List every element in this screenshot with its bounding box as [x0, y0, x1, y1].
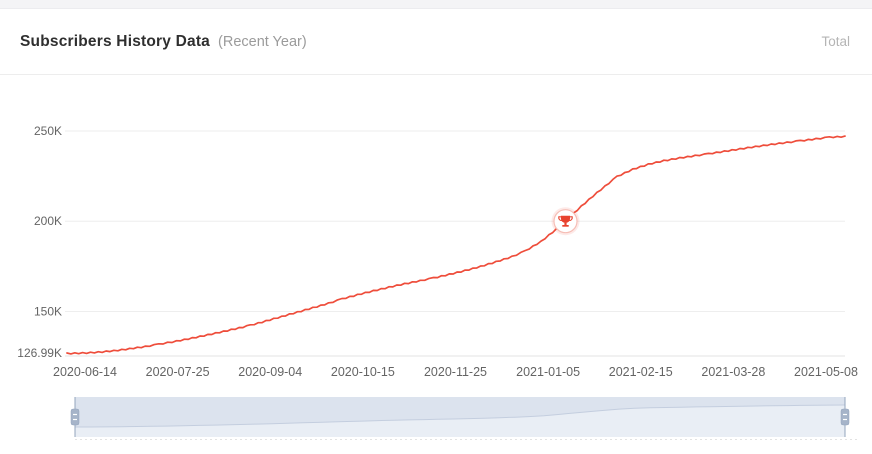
chart-subtitle: (Recent Year) — [218, 33, 307, 50]
x-axis-tick-label: 2020-07-25 — [146, 365, 210, 379]
y-axis-tick-label: 250K — [34, 124, 62, 138]
x-axis-tick-label: 2020-11-25 — [424, 365, 487, 379]
x-axis-tick-label: 2020-06-14 — [53, 365, 117, 379]
trophy-icon — [564, 222, 567, 225]
chart-title: Subscribers History Data — [20, 32, 211, 50]
x-axis-tick-label: 2021-05-08 — [794, 365, 858, 379]
x-axis-tick-label: 2021-01-05 — [516, 365, 580, 379]
trophy-icon — [569, 216, 573, 222]
milestone-marker[interactable] — [551, 207, 580, 236]
trophy-icon — [560, 215, 571, 223]
subscribers-series-line — [66, 135, 846, 355]
page-background-strip — [0, 0, 872, 9]
y-axis-tick-label: 126.99K — [17, 346, 62, 360]
slider-handle-left-grip[interactable] — [70, 408, 80, 426]
slider-data-shadow-line — [75, 404, 846, 428]
chart-header: Subscribers History Data (Recent Year) T… — [0, 9, 872, 75]
slider-handle-right[interactable] — [840, 397, 850, 437]
subscribers-history-card: Subscribers History Data (Recent Year) T… — [0, 9, 872, 449]
y-axis-tick-label: 200K — [34, 214, 62, 228]
slider-handle-right-grip[interactable] — [840, 408, 850, 426]
x-axis-tick-label: 2020-10-15 — [331, 365, 395, 379]
slider-data-shadow-area — [75, 397, 845, 427]
trophy-icon — [558, 216, 562, 222]
slider-handle-left[interactable] — [70, 397, 80, 437]
chart-canvas: 126.99K 150K 200K 250K 2020-06-14 2020-07-25 2… — [17, 124, 858, 440]
y-axis-tick-label: 150K — [34, 304, 62, 318]
x-axis-tick-label: 2020-09-04 — [238, 365, 302, 379]
subscribers-line-chart: 126.99K 150K 200K 250K 2020-06-14 2020-07-25 2… — [0, 75, 872, 449]
x-axis-tick-label: 2021-02-15 — [609, 365, 673, 379]
trophy-icon — [562, 225, 569, 227]
x-axis-tick-label: 2021-03-28 — [701, 365, 765, 379]
total-series-label: Total — [821, 34, 850, 49]
